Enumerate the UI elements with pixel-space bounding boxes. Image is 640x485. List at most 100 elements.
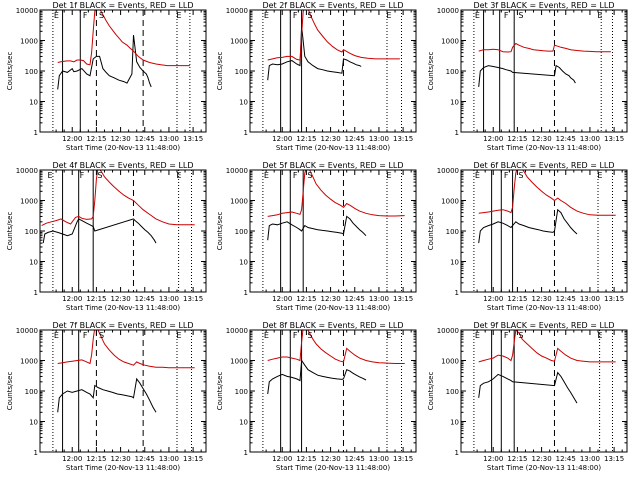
x-tick-label: 12:00 [272,135,292,143]
y-tick-label: 10000 [16,7,38,15]
marker-label: E [264,331,269,340]
y-axis-label: Counts/sec [427,52,435,91]
y-tick-label: 1000 [230,198,248,206]
y-tick-label: 1 [34,449,38,457]
x-tick-label: 13:15 [393,295,413,303]
marker-label: F [83,11,88,20]
marker-label: E [176,331,181,340]
series-line-events [478,371,578,404]
chart-title: Det 9f BLACK = Events, RED = LLD [473,321,614,330]
x-tick-label: 13:00 [369,295,389,303]
x-tick-label: 12:15 [86,295,106,303]
x-tick-label: 12:45 [345,455,365,463]
plot-frame [249,9,417,133]
x-tick-label: 12:30 [110,295,130,303]
marker-label: S [99,331,104,340]
x-tick-label: 12:15 [86,455,106,463]
y-tick-label: 1 [244,129,248,137]
y-tick-label: 1000 [20,198,38,206]
marker-label: F [83,331,88,340]
x-axis-label: Start Time (20-Nov-13 11:48:00) [276,144,390,152]
series-line-lld [57,330,195,369]
y-tick-label: 100 [235,388,248,396]
y-tick-label: 1000 [441,358,459,366]
marker-label: E [47,171,52,180]
x-axis-label: Start Time (20-Nov-13 11:48:00) [487,304,601,312]
chart-title: Det 3f BLACK = Events, RED = LLD [473,1,614,10]
marker-label: E [475,171,480,180]
marker-label: F [80,171,85,180]
x-tick-label: 13:00 [159,295,179,303]
detector-panel: Det 5f BLACK = Events, RED = LLD 1 10 100 10… [216,161,417,312]
x-tick-label: 12:45 [135,455,155,463]
series-line-lld [57,10,190,67]
marker-label: E [475,331,480,340]
detector-panel: Det 2f BLACK = Events, RED = LLD 1 10 100 10… [216,1,417,152]
y-tick-label: 1 [34,129,38,137]
y-tick-label: 10000 [226,7,248,15]
x-axis-label: Start Time (20-Nov-13 11:48:00) [66,144,180,152]
y-axis-label: Counts/sec [427,372,435,411]
y-tick-label: 10 [239,99,248,107]
y-tick-label: 1 [455,129,459,137]
x-tick-label: 13:15 [604,295,624,303]
plot-frame [460,9,628,133]
x-tick-label: 12:00 [272,455,292,463]
series-line-lld [41,170,195,227]
y-tick-label: 100 [446,388,459,396]
y-axis-label: Counts/sec [6,212,14,251]
y-axis-label: Counts/sec [6,372,14,411]
plot-frame [39,9,207,133]
series-line-lld [267,170,405,217]
series-line-events [478,64,576,87]
x-tick-label: 12:15 [507,455,527,463]
marker-label: S [99,11,104,20]
marker-label: F [293,331,298,340]
y-tick-label: 1000 [20,358,38,366]
series-line-events [267,359,367,395]
y-tick-label: 10000 [437,167,459,175]
x-tick-label: 13:15 [183,295,203,303]
x-axis-label: Start Time (20-Nov-13 11:48:00) [66,464,180,472]
marker-label: E [597,11,602,20]
y-tick-label: 1000 [230,358,248,366]
y-tick-label: 100 [25,228,38,236]
marker-label: F [504,11,509,20]
marker-label: S [518,171,523,180]
x-tick-label: 12:30 [531,455,551,463]
x-tick-label: 13:00 [369,455,389,463]
x-tick-label: 13:00 [159,455,179,463]
x-tick-label: 12:45 [556,135,576,143]
x-tick-label: 12:00 [62,135,82,143]
y-tick-label: 100 [25,388,38,396]
marker-label: E [386,171,391,180]
x-tick-label: 12:45 [556,295,576,303]
chart-title: Det 4f BLACK = Events, RED = LLD [52,161,193,170]
x-axis-label: Start Time (20-Nov-13 11:48:00) [487,144,601,152]
y-tick-label: 10 [450,419,459,427]
x-tick-label: 12:15 [296,135,316,143]
chart-title: Det 6f BLACK = Events, RED = LLD [473,161,614,170]
y-tick-label: 100 [446,228,459,236]
x-tick-label: 12:45 [345,295,365,303]
y-tick-label: 10 [29,419,38,427]
x-tick-label: 12:30 [320,135,340,143]
x-tick-label: 13:15 [604,455,624,463]
x-tick-label: 12:15 [296,455,316,463]
marker-label: E [54,11,59,20]
x-tick-label: 12:45 [556,455,576,463]
marker-label: F [293,11,298,20]
x-tick-label: 12:00 [483,295,503,303]
series-line-lld [478,330,616,363]
x-tick-label: 12:45 [135,135,155,143]
marker-label: E [54,331,59,340]
plot-frame [39,329,207,453]
plot-frame [249,169,417,293]
marker-label: S [307,11,312,20]
marker-label: E [597,331,602,340]
detector-panel: Det 7f BLACK = Events, RED = LLD 1 10 100 10… [6,321,207,472]
series-line-events [267,25,362,81]
x-tick-label: 12:00 [483,455,503,463]
y-tick-label: 10 [29,259,38,267]
x-tick-label: 12:15 [507,295,527,303]
